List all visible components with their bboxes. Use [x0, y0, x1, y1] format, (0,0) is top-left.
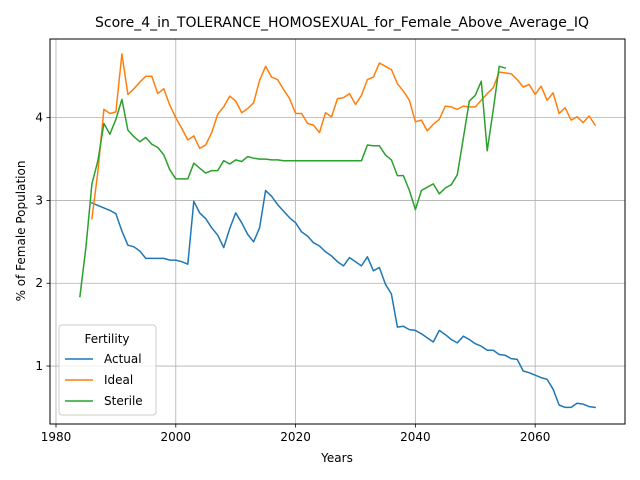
- plot-frame: [49, 38, 626, 425]
- x-tick-label: 2060: [520, 430, 551, 444]
- y-tick-label: 4: [35, 111, 43, 125]
- x-tick-label: 2020: [280, 430, 311, 444]
- x-tick-label: 2000: [161, 430, 192, 444]
- y-axis-label: % of Female Population: [14, 161, 28, 302]
- series-lines: [79, 53, 597, 409]
- legend-box: [58, 324, 157, 416]
- x-tick-label: 1980: [41, 430, 72, 444]
- legend-label-sterile: Sterile: [104, 394, 143, 408]
- x-tick-label: 2040: [400, 430, 431, 444]
- legend: Fertility Actual Ideal Sterile: [58, 324, 157, 416]
- y-tick-label: 2: [35, 276, 43, 290]
- series-line-ideal: [91, 53, 597, 220]
- grid-lines: [50, 39, 625, 424]
- series-line-actual: [90, 189, 596, 409]
- legend-title: Fertility: [84, 332, 129, 346]
- chart-title: Score_4_in_TOLERANCE_HOMOSEXUAL_for_Fema…: [95, 15, 589, 31]
- legend-label-actual: Actual: [104, 352, 142, 366]
- legend-label-ideal: Ideal: [104, 373, 133, 387]
- y-tick-label: 3: [35, 193, 43, 207]
- legend-entries: Actual Ideal Sterile: [65, 352, 143, 408]
- x-axis-label: Years: [320, 451, 353, 465]
- axis-ticks: 1980 2000 2020 2040 2060 1 2 3 4: [35, 111, 550, 444]
- y-tick-label: 1: [35, 359, 43, 373]
- series-line-sterile: [79, 65, 507, 298]
